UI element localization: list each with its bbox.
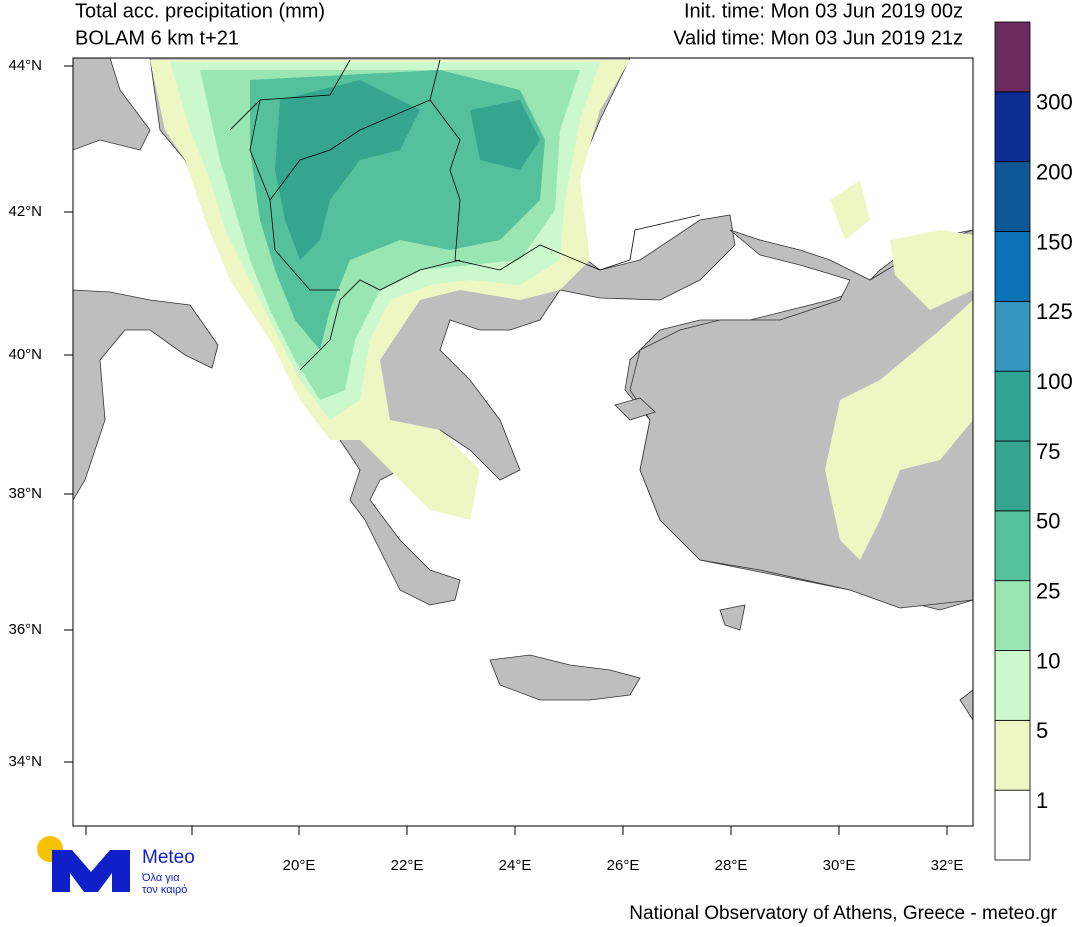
colorbar-box xyxy=(994,21,1031,93)
colorbar-box xyxy=(994,440,1031,512)
colorbar-label: 300 xyxy=(1036,90,1073,115)
colorbar-box xyxy=(994,370,1031,442)
colorbar-label: 5 xyxy=(1036,718,1048,743)
map-area xyxy=(73,58,973,826)
footer: National Observatory of Athens, Greece -… xyxy=(629,903,1057,924)
lon-label: 28°E xyxy=(715,857,748,874)
colorbar-label: 150 xyxy=(1036,229,1073,254)
lon-label: 20°E xyxy=(283,857,316,874)
colorbar-label: 25 xyxy=(1036,578,1060,603)
colorbar-box xyxy=(994,719,1031,791)
colorbar-label: 100 xyxy=(1036,369,1073,394)
lon-label: 26°E xyxy=(607,857,640,874)
lat-label: 44°N xyxy=(8,57,42,74)
colorbar-box xyxy=(994,510,1031,582)
title: Total acc. precipitation (mm) xyxy=(75,0,325,22)
lon-label: 24°E xyxy=(499,857,532,874)
colorbar-label: 75 xyxy=(1036,439,1060,464)
colorbar-box xyxy=(994,580,1031,651)
lon-label: 22°E xyxy=(391,857,424,874)
lat-label: 42°N xyxy=(8,203,42,220)
lat-label: 36°N xyxy=(8,621,42,638)
valid-time: Valid time: Mon 03 Jun 2019 21z xyxy=(673,27,963,49)
land xyxy=(73,58,973,721)
precipitation xyxy=(150,60,973,560)
lon-label: 30°E xyxy=(823,857,856,874)
borders xyxy=(229,59,701,371)
colorbar-box xyxy=(994,300,1031,372)
logo-name: Meteo xyxy=(142,847,195,868)
colorbar-box xyxy=(994,91,1031,163)
colorbar-label: 125 xyxy=(1036,299,1073,324)
colorbar-box xyxy=(994,650,1031,721)
lat-label: 40°N xyxy=(8,346,42,363)
lat-label: 38°N xyxy=(8,485,42,502)
lon-label: 32°E xyxy=(931,857,964,874)
logo-tagline: Όλα για xyxy=(141,872,180,884)
colorbar-label: 10 xyxy=(1036,648,1060,673)
map-frame xyxy=(72,57,974,827)
model-label: BOLAM 6 km t+21 xyxy=(75,27,239,49)
colorbar-box xyxy=(994,161,1031,232)
logo-tagline: τον καιρό xyxy=(142,884,187,896)
colorbar-box xyxy=(994,231,1031,302)
colorbar-label: 50 xyxy=(1036,509,1060,534)
colorbar-label: 1 xyxy=(1036,788,1048,813)
colorbar-label: 200 xyxy=(1036,159,1073,184)
colorbar-box xyxy=(994,789,1031,861)
init-time: Init. time: Mon 03 Jun 2019 00z xyxy=(684,0,963,22)
lat-label: 34°N xyxy=(8,753,42,770)
logo: Meteo Όλα για τον καιρό xyxy=(37,836,195,896)
